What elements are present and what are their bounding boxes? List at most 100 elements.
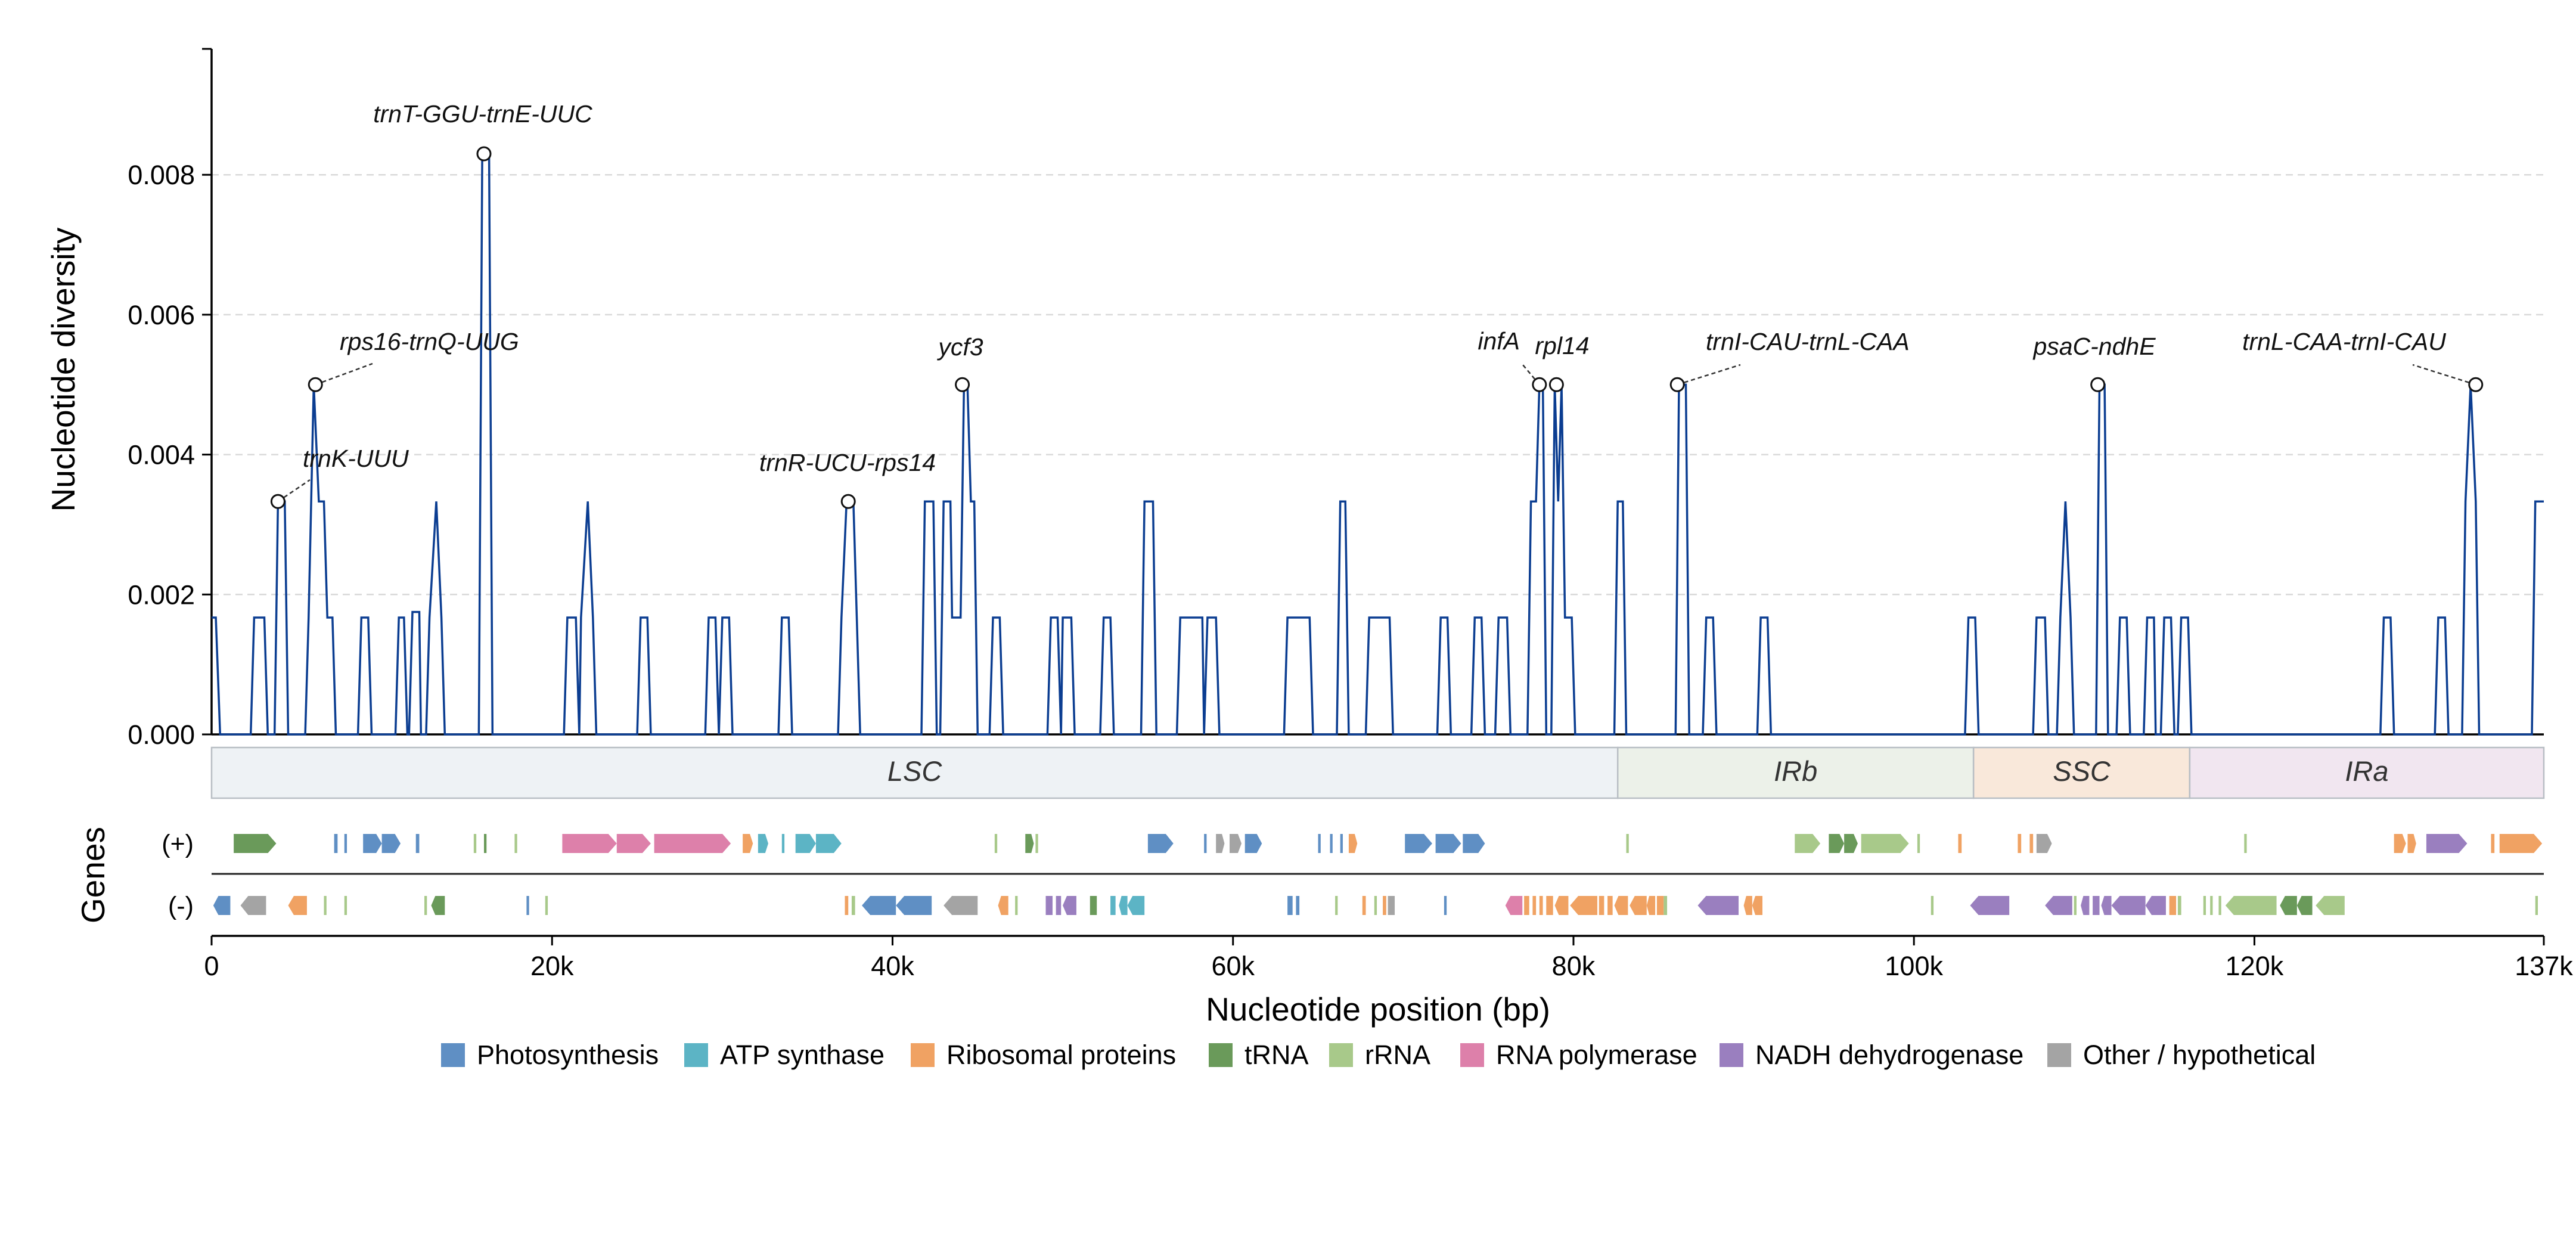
gene-feature — [1630, 896, 1647, 915]
gene-feature — [1435, 834, 1461, 853]
region-ira — [2189, 746, 2545, 799]
gene-feature — [2203, 896, 2206, 915]
y-tick-label: 0.006 — [128, 300, 195, 330]
gene-feature — [2018, 834, 2022, 853]
gene-feature — [851, 896, 855, 915]
gene-feature — [1931, 896, 1934, 915]
legend-swatch — [2047, 1043, 2071, 1067]
peak-marker — [2468, 377, 2484, 392]
peak-label: trnT-GGU-trnE-UUC — [373, 100, 592, 128]
y-tick-label: 0.008 — [128, 160, 195, 190]
gene-feature — [1656, 896, 1664, 915]
gene-feature — [363, 834, 382, 853]
annotation-leader — [315, 362, 373, 386]
gene-feature — [1147, 834, 1174, 853]
peak-label: trnL-CAA-trnI-CAU — [2242, 328, 2446, 355]
gene-feature — [2210, 896, 2213, 915]
gene-feature — [431, 896, 445, 915]
peak-marker — [955, 377, 970, 392]
gene-feature — [2407, 834, 2416, 853]
gene-feature — [2218, 896, 2221, 915]
gene-feature — [1230, 834, 1242, 853]
gene-feature — [1570, 896, 1597, 915]
gene-feature — [473, 834, 477, 853]
gene-feature — [1216, 834, 1225, 853]
region-lsc — [210, 746, 1619, 799]
peak-label: trnR-UCU-rps14 — [759, 449, 936, 476]
peak-marker — [840, 494, 856, 509]
gene-feature — [1554, 896, 1569, 915]
gene-feature — [483, 834, 487, 853]
gene-feature — [424, 896, 427, 915]
gene-feature — [1388, 896, 1395, 915]
gene-feature — [1335, 896, 1338, 915]
gene-feature — [1244, 834, 1262, 853]
gene-feature — [845, 896, 849, 915]
gene-feature — [562, 834, 617, 853]
peak-label: psaC-ndhE — [2032, 333, 2156, 360]
gene-feature — [1743, 896, 1752, 915]
gene-feature — [1646, 896, 1656, 915]
peak-marker — [1669, 377, 1685, 392]
gene-feature — [1505, 896, 1523, 915]
x-tick-label: 100k — [1885, 951, 1943, 981]
gene-feature — [1287, 896, 1293, 915]
gene-feature — [2225, 896, 2277, 915]
minus-strand-label: (-) — [168, 892, 194, 920]
gene-feature — [2491, 834, 2495, 853]
gridlines — [212, 173, 2544, 596]
y-axis-title: Nucleotide diversity — [45, 227, 82, 511]
gene-feature — [795, 834, 816, 853]
legend-label: RNA polymerase — [1496, 1040, 1697, 1070]
region-ssc — [1972, 746, 2191, 799]
peak-marker — [1548, 377, 1564, 392]
gene-feature — [2111, 896, 2146, 915]
gene-feature — [2036, 834, 2052, 853]
gene-feature — [1348, 834, 1358, 853]
gene-feature — [344, 834, 347, 853]
x-tick-label: 120k — [2226, 951, 2284, 981]
genes-track-title: Genes — [75, 827, 111, 923]
gene-feature — [896, 896, 932, 915]
gene-feature — [2177, 896, 2181, 915]
legend-swatch — [1329, 1043, 1353, 1067]
legend-label: NADH dehydrogenase — [1755, 1040, 2023, 1070]
gene-feature — [2296, 896, 2313, 915]
peak-label: infA — [1478, 327, 1520, 355]
gene-feature — [344, 896, 347, 915]
gene-feature — [2316, 896, 2345, 915]
y-tick-label: 0.000 — [128, 719, 195, 750]
x-tick-label: 0 — [204, 951, 219, 981]
peak-annotations: trnT-GGU-trnE-UUC rps16-trnQ-UUG trnK-UUU t… — [270, 100, 2484, 509]
gene-feature — [1015, 896, 1018, 915]
gene-feature — [2535, 896, 2538, 915]
gene-feature — [2074, 896, 2077, 915]
legend-swatch — [441, 1043, 465, 1067]
x-tick-label: 137k — [2515, 951, 2573, 981]
peak-marker — [270, 494, 285, 509]
y-tick-label: 0.004 — [128, 440, 195, 470]
gene-feature — [2394, 834, 2406, 853]
gene-feature — [1119, 896, 1128, 915]
annotation-leader — [1522, 364, 1540, 386]
gene-feature — [240, 896, 266, 915]
diversity-plot — [212, 153, 2544, 736]
gene-feature — [2499, 834, 2543, 853]
gene-feature — [1463, 834, 1485, 853]
gene-feature — [1204, 834, 1207, 853]
legend-swatch — [911, 1043, 935, 1067]
gene-feature — [213, 896, 231, 915]
annotation-leader — [2412, 364, 2476, 386]
x-tick-label: 40k — [871, 951, 914, 981]
gene-feature — [514, 834, 517, 853]
gene-feature — [815, 834, 842, 853]
legend-label: Ribosomal proteins — [946, 1040, 1176, 1070]
gene-feature — [1546, 896, 1553, 915]
diversity-series-line — [212, 153, 2544, 736]
gene-feature — [2093, 896, 2100, 915]
gene-feature — [994, 834, 998, 853]
gene-feature — [526, 896, 529, 915]
peak-marker — [476, 146, 492, 162]
gene-feature — [1524, 896, 1529, 915]
legend-label: rRNA — [1365, 1040, 1430, 1070]
